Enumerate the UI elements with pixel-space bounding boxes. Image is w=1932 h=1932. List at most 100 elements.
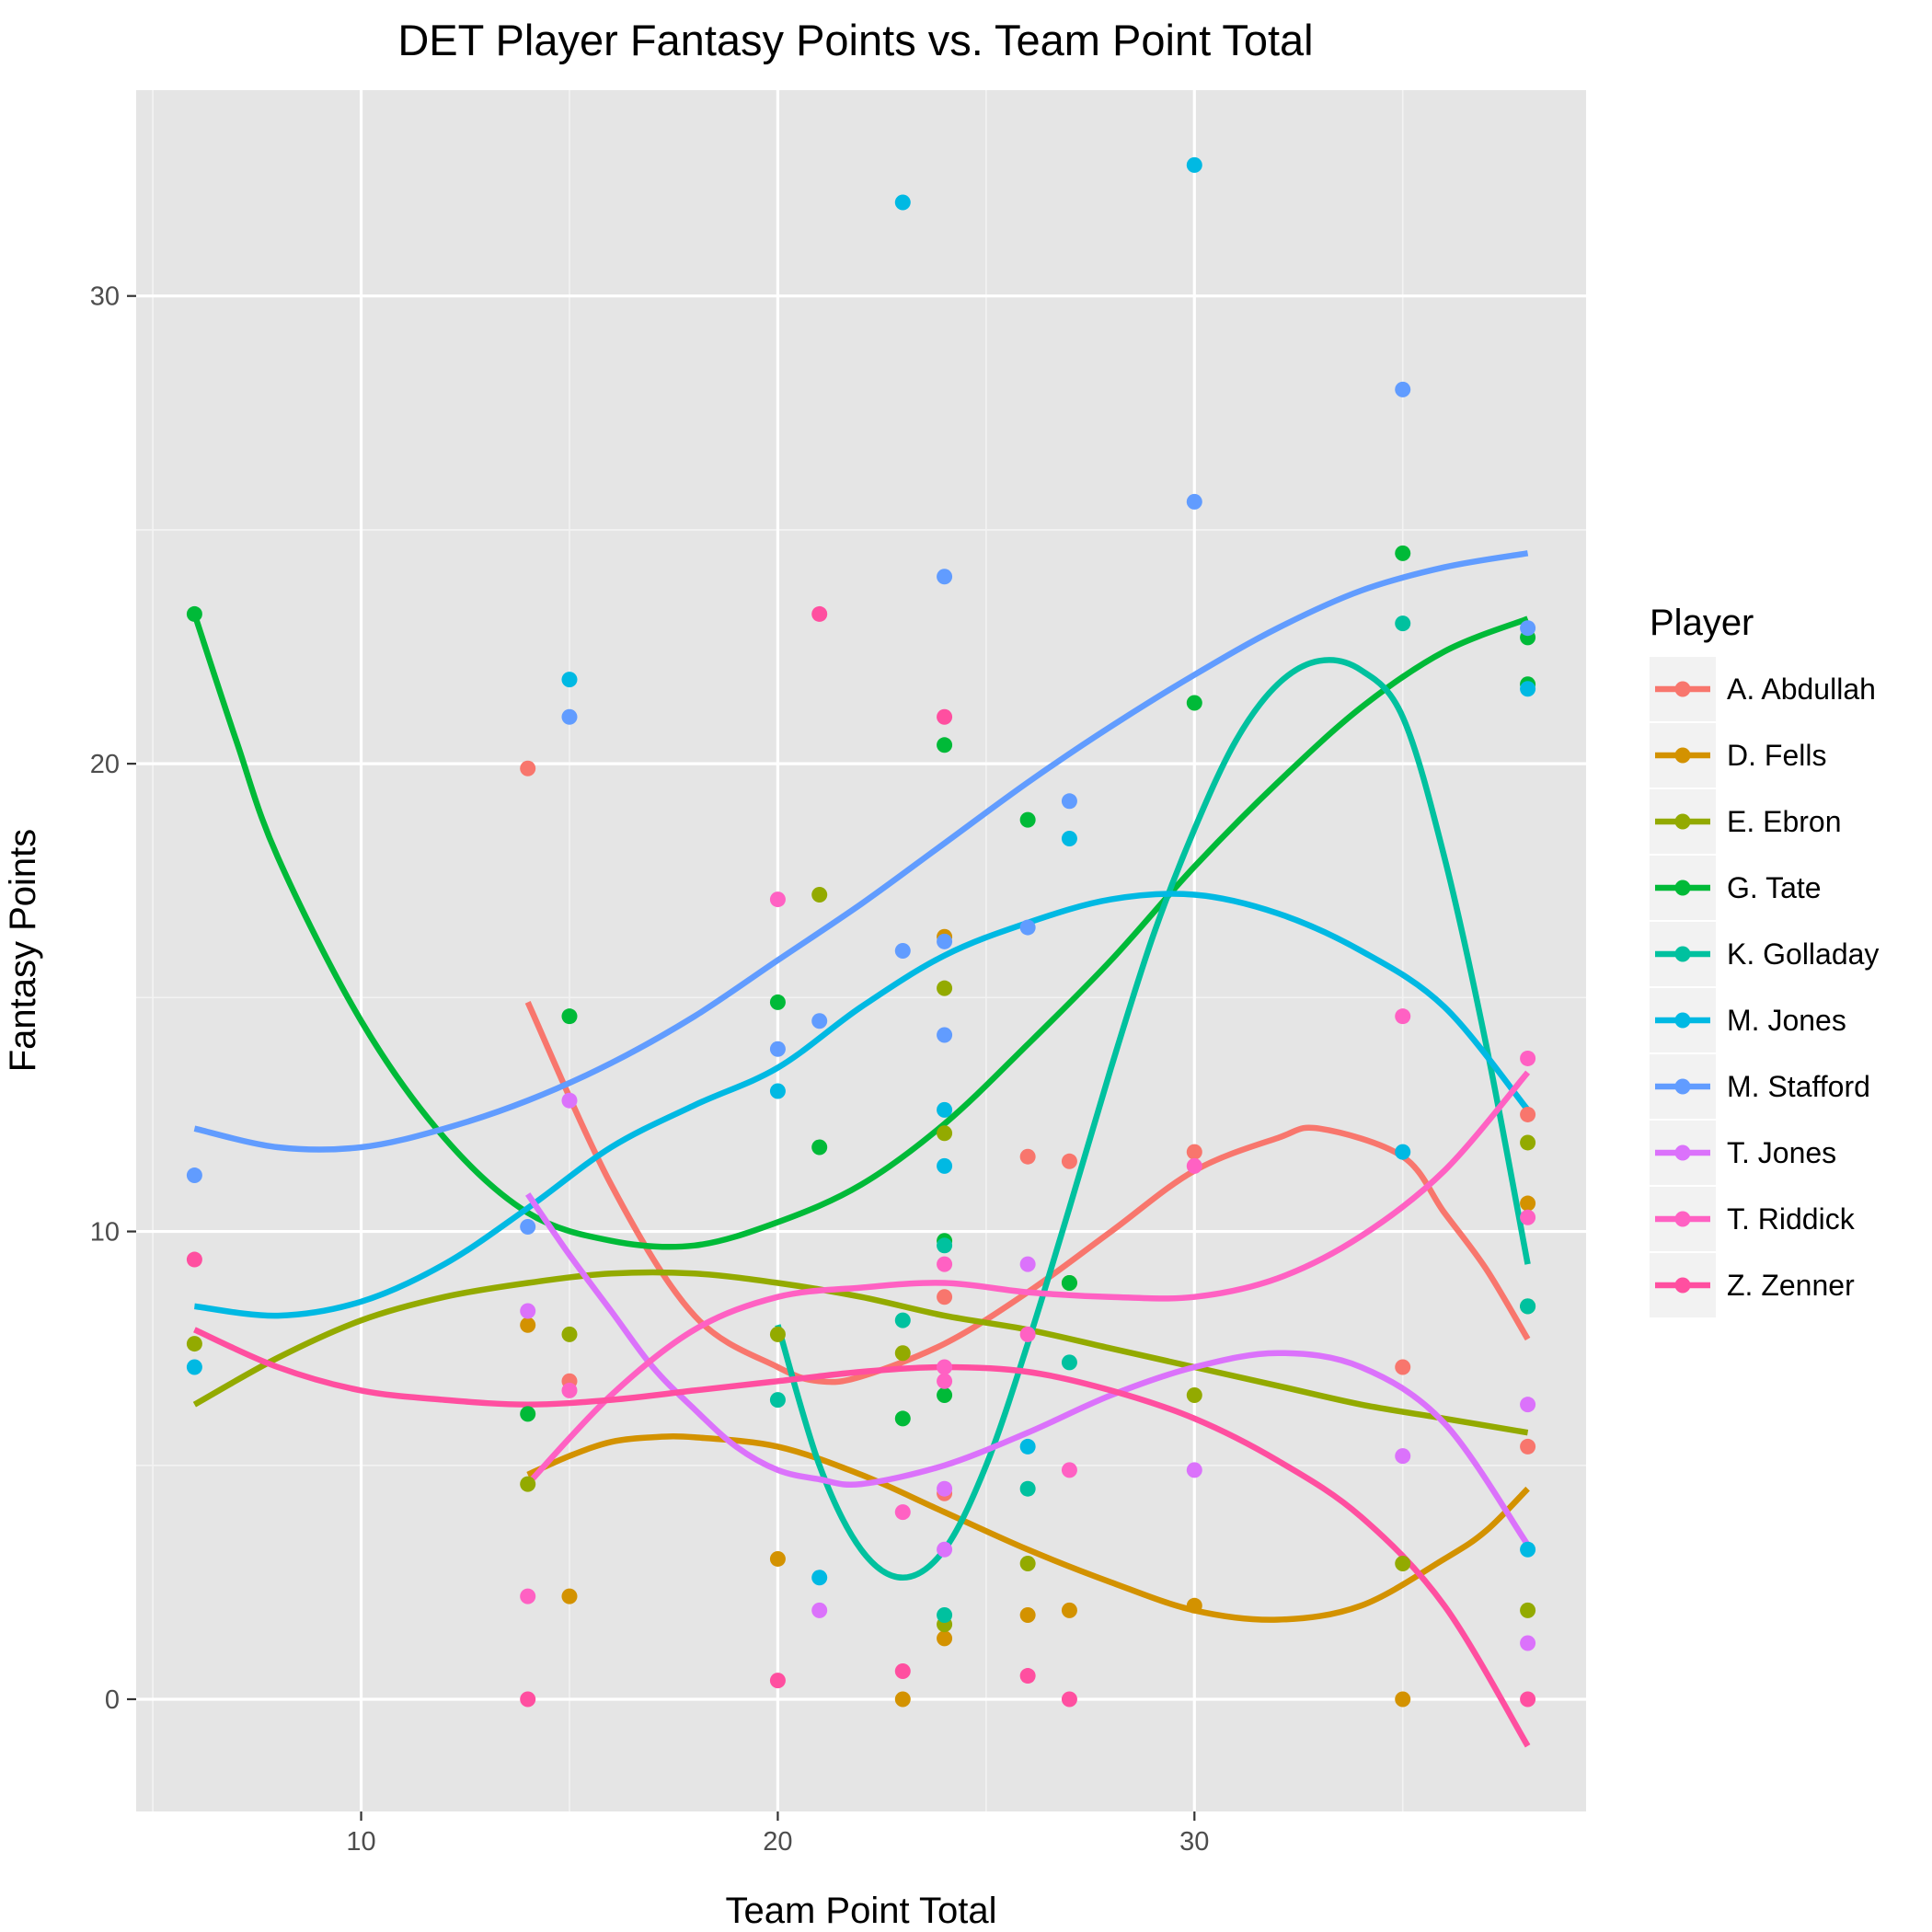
legend-label: Z. Zenner	[1727, 1269, 1855, 1302]
data-point	[769, 1083, 786, 1099]
data-point	[769, 1673, 786, 1689]
data-point	[1019, 1256, 1036, 1272]
data-point	[561, 1092, 578, 1109]
data-point	[1395, 381, 1411, 397]
data-point	[937, 708, 953, 725]
legend-item: T. Jones	[1650, 1121, 1836, 1185]
legend-key-point	[1674, 1078, 1691, 1095]
legend-label: G. Tate	[1727, 871, 1822, 904]
x-axis-title: Team Point Total	[726, 1891, 997, 1931]
data-point	[186, 1359, 202, 1375]
data-point	[1520, 1195, 1536, 1212]
data-point	[561, 1588, 578, 1604]
data-point	[1186, 1144, 1202, 1160]
data-point	[520, 1406, 536, 1422]
legend-item: G. Tate	[1650, 856, 1822, 920]
data-point	[1395, 1448, 1411, 1465]
data-point	[561, 1008, 578, 1025]
data-point	[186, 605, 202, 622]
data-point	[520, 1588, 536, 1604]
data-point	[561, 708, 578, 725]
data-point	[561, 672, 578, 688]
smooth-line	[525, 1070, 1531, 1487]
data-point	[1520, 1106, 1536, 1122]
data-point	[937, 980, 953, 996]
legend-label: A. Abdullah	[1727, 673, 1876, 706]
smooth-line	[191, 613, 1529, 1250]
data-point	[937, 1630, 953, 1647]
legend-item: K. Golladay	[1650, 922, 1879, 986]
data-point	[894, 194, 911, 211]
data-point	[1395, 1359, 1411, 1375]
data-point	[811, 1602, 828, 1618]
data-point	[894, 1410, 911, 1427]
data-point	[186, 1336, 202, 1352]
data-point	[1395, 1691, 1411, 1708]
legend-label: T. Riddick	[1727, 1202, 1856, 1236]
legend: Player A. Abdullah D. Fells E. Ebron G. Tat…	[1650, 603, 1879, 1317]
plot-background	[136, 90, 1586, 1811]
x-axis: 10 20 30	[346, 1811, 1209, 1857]
data-point	[1395, 1008, 1411, 1025]
data-point	[1019, 1326, 1036, 1342]
data-point	[520, 1317, 536, 1333]
smooth-line	[193, 550, 1529, 1153]
data-point	[1520, 1397, 1536, 1413]
data-point	[520, 1476, 536, 1492]
y-axis-title: Fantasy Points	[3, 829, 43, 1073]
legend-item: T. Riddick	[1650, 1187, 1856, 1251]
data-point	[937, 1480, 953, 1497]
grid-minor	[136, 90, 1586, 1811]
legend-label: K. Golladay	[1727, 937, 1879, 971]
data-point	[937, 1027, 953, 1043]
y-tick-label: 20	[90, 750, 120, 779]
data-point	[186, 1167, 202, 1184]
legend-key-point	[1674, 946, 1691, 962]
y-axis: 0 10 20 30	[90, 282, 136, 1715]
data-point	[937, 933, 953, 949]
legend-key-point	[1674, 1211, 1691, 1227]
legend-title: Player	[1650, 603, 1754, 643]
legend-label: M. Jones	[1727, 1004, 1846, 1037]
legend-label: E. Ebron	[1727, 805, 1842, 838]
data-point	[520, 1691, 536, 1708]
data-point	[1520, 1050, 1536, 1066]
data-point	[1520, 1298, 1536, 1315]
data-point	[937, 1289, 953, 1305]
data-point	[811, 1139, 828, 1156]
legend-item: Z. Zenner	[1650, 1253, 1855, 1317]
y-tick-label: 0	[105, 1685, 120, 1715]
data-point	[1019, 1606, 1036, 1623]
data-point	[1520, 1541, 1536, 1558]
data-point	[937, 737, 953, 753]
data-point	[811, 1013, 828, 1029]
data-point	[1520, 681, 1536, 697]
data-point	[561, 1326, 578, 1342]
data-point	[1520, 1691, 1536, 1708]
legend-item: A. Abdullah	[1650, 657, 1876, 721]
grid-major	[136, 90, 1586, 1811]
data-point	[1395, 545, 1411, 561]
legend-item: M. Stafford	[1650, 1054, 1870, 1119]
data-point	[1061, 1274, 1077, 1291]
legend-key-point	[1674, 1144, 1691, 1161]
legend-key-point	[1674, 747, 1691, 764]
smooth-line	[193, 1327, 1531, 1748]
data-point	[769, 994, 786, 1010]
data-point	[937, 1237, 953, 1254]
smooth-line	[775, 657, 1531, 1581]
data-point	[937, 1157, 953, 1174]
x-tick-label: 30	[1179, 1827, 1209, 1857]
legend-key-point	[1674, 681, 1691, 697]
smooth-line	[525, 1192, 1531, 1547]
legend-item: M. Jones	[1650, 988, 1846, 1052]
legend-item: D. Fells	[1650, 723, 1826, 788]
data-point	[1520, 1602, 1536, 1618]
smooth-line	[526, 1433, 1530, 1623]
data-point	[1520, 1635, 1536, 1651]
data-point	[1061, 1354, 1077, 1371]
plot-panel	[136, 90, 1586, 1811]
data-point	[1019, 919, 1036, 936]
data-point	[1520, 1209, 1536, 1225]
y-tick-label: 30	[90, 282, 120, 312]
